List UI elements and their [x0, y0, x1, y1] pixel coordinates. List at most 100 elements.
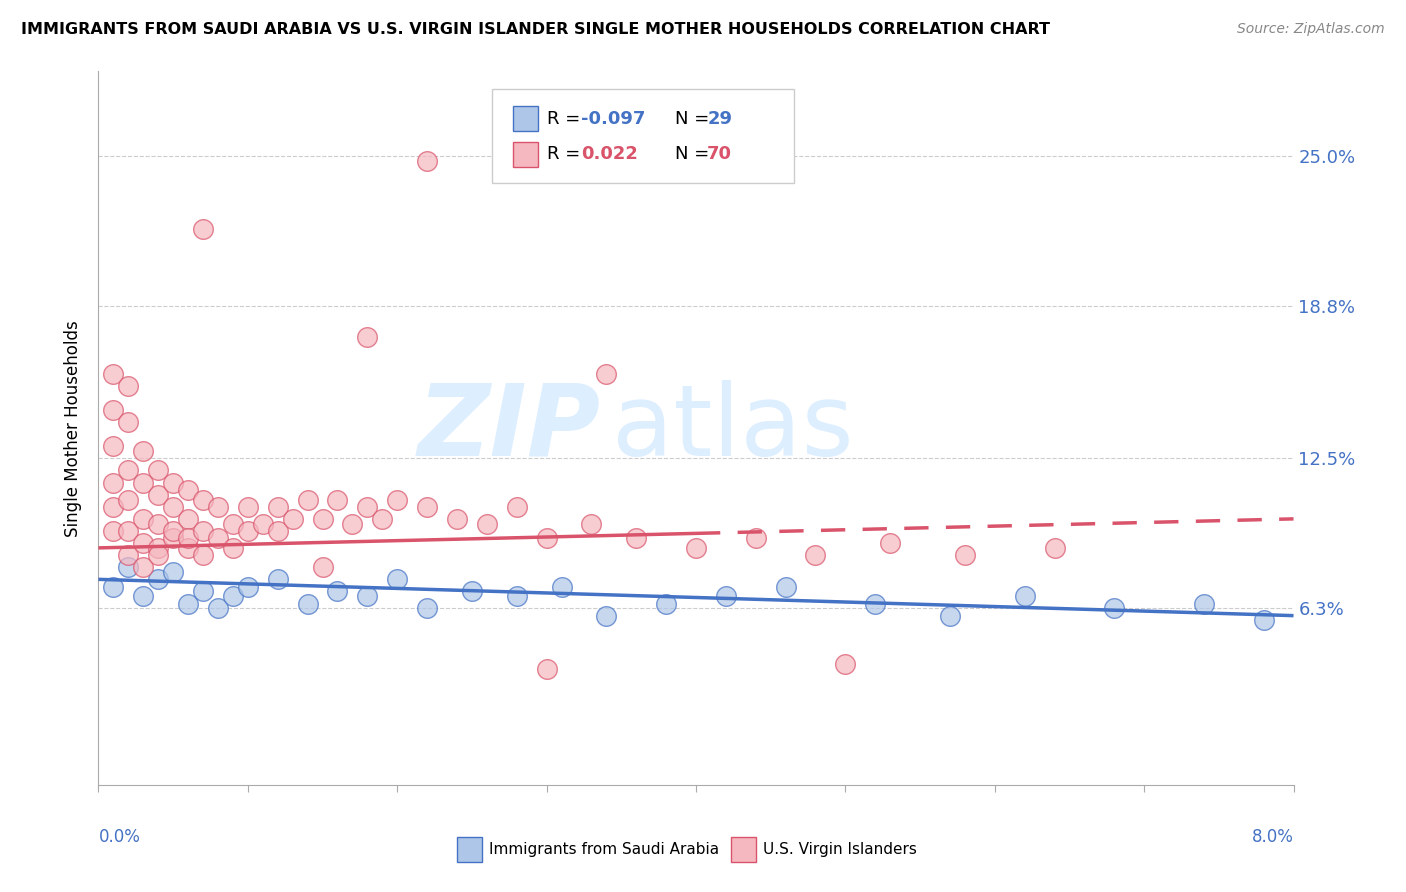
Point — [581, 516, 603, 531]
Point — [506, 500, 529, 514]
Point — [252, 516, 274, 531]
Point — [132, 560, 155, 574]
Point — [222, 516, 245, 531]
Point — [117, 463, 139, 477]
Point — [356, 330, 378, 344]
Text: Source: ZipAtlas.com: Source: ZipAtlas.com — [1237, 22, 1385, 37]
Point — [177, 597, 200, 611]
Point — [191, 548, 214, 562]
Point — [132, 512, 155, 526]
Point — [148, 488, 170, 502]
Point — [117, 379, 139, 393]
Point — [162, 524, 184, 538]
Point — [834, 657, 856, 671]
Point — [207, 601, 229, 615]
Point — [506, 589, 529, 603]
Point — [685, 541, 707, 555]
Point — [148, 572, 170, 586]
Point — [132, 475, 155, 490]
Point — [356, 500, 378, 514]
Point — [342, 516, 364, 531]
Point — [222, 589, 245, 603]
Point — [281, 512, 304, 526]
Text: -0.097: -0.097 — [581, 110, 645, 128]
Point — [177, 512, 200, 526]
Text: N =: N = — [675, 110, 714, 128]
Point — [117, 415, 139, 429]
Point — [326, 584, 349, 599]
Point — [595, 367, 617, 381]
Point — [385, 492, 409, 507]
Point — [311, 560, 333, 574]
Text: R =: R = — [547, 110, 586, 128]
Point — [177, 541, 200, 555]
Point — [1014, 589, 1036, 603]
Point — [371, 512, 394, 526]
Point — [297, 492, 319, 507]
Text: atlas: atlas — [613, 380, 853, 476]
Point — [879, 536, 901, 550]
Point — [117, 560, 139, 574]
Point — [385, 572, 409, 586]
Point — [191, 524, 214, 538]
Point — [297, 597, 319, 611]
Point — [953, 548, 976, 562]
Point — [148, 463, 170, 477]
Point — [745, 531, 768, 545]
Point — [103, 439, 125, 453]
Point — [595, 608, 617, 623]
Text: ZIP: ZIP — [418, 380, 600, 476]
Text: Immigrants from Saudi Arabia: Immigrants from Saudi Arabia — [489, 842, 720, 856]
Point — [775, 580, 797, 594]
Point — [191, 492, 214, 507]
Point — [148, 541, 170, 555]
Text: 0.022: 0.022 — [581, 145, 637, 163]
Text: U.S. Virgin Islanders: U.S. Virgin Islanders — [763, 842, 917, 856]
Text: 29: 29 — [707, 110, 733, 128]
Point — [177, 483, 200, 497]
Point — [117, 524, 139, 538]
Point — [236, 524, 259, 538]
Text: 8.0%: 8.0% — [1251, 828, 1294, 846]
Point — [207, 500, 229, 514]
Point — [177, 531, 200, 545]
Point — [865, 597, 887, 611]
Point — [655, 597, 678, 611]
Point — [326, 492, 349, 507]
Point — [162, 531, 184, 545]
Point — [148, 516, 170, 531]
Point — [416, 153, 439, 168]
Point — [103, 524, 125, 538]
Point — [103, 475, 125, 490]
Text: R =: R = — [547, 145, 586, 163]
Point — [132, 536, 155, 550]
Point — [1253, 614, 1275, 628]
Text: 70: 70 — [707, 145, 733, 163]
Point — [714, 589, 737, 603]
Point — [207, 531, 229, 545]
Text: 0.0%: 0.0% — [98, 828, 141, 846]
Point — [311, 512, 333, 526]
Point — [939, 608, 962, 623]
Point — [222, 541, 245, 555]
Point — [416, 500, 439, 514]
Point — [1043, 541, 1066, 555]
Point — [117, 548, 139, 562]
Point — [191, 221, 214, 235]
Text: IMMIGRANTS FROM SAUDI ARABIA VS U.S. VIRGIN ISLANDER SINGLE MOTHER HOUSEHOLDS CO: IMMIGRANTS FROM SAUDI ARABIA VS U.S. VIR… — [21, 22, 1050, 37]
Point — [416, 601, 439, 615]
Point — [446, 512, 468, 526]
Point — [267, 500, 290, 514]
Point — [267, 524, 290, 538]
Point — [236, 580, 259, 594]
Point — [626, 531, 648, 545]
Point — [103, 403, 125, 417]
Point — [132, 589, 155, 603]
Point — [162, 565, 184, 579]
Point — [804, 548, 827, 562]
Point — [103, 367, 125, 381]
Point — [536, 531, 558, 545]
Point — [461, 584, 484, 599]
Point — [550, 580, 572, 594]
Point — [1192, 597, 1215, 611]
